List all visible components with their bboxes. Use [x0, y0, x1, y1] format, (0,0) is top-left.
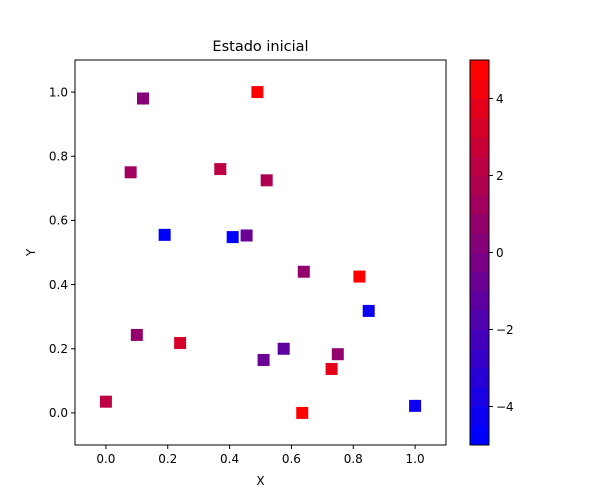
y-tick-label: 0.6 — [49, 214, 68, 228]
data-point — [260, 174, 273, 187]
colorbar-band — [470, 406, 489, 427]
data-point — [124, 166, 137, 179]
data-point — [99, 395, 112, 408]
data-point — [409, 399, 422, 412]
data-point — [296, 406, 309, 419]
colorbar-band — [470, 329, 489, 350]
data-point — [226, 231, 239, 244]
colorbar-band — [470, 425, 489, 446]
y-tick-label: 1.0 — [49, 85, 68, 99]
colorbar-band — [470, 310, 489, 330]
colorbar-band — [470, 79, 489, 99]
colorbar-band — [470, 156, 489, 176]
colorbar-band — [470, 291, 489, 311]
x-tick-label: 0.8 — [344, 452, 363, 466]
colorbar-band — [470, 252, 489, 273]
plot-area: 0.0 0.2 0.4 0.6 0.8 1.0 0.0 0.2 0.4 0.6 0.8 1.0 — [49, 59, 447, 466]
data-point — [251, 86, 264, 99]
colorbar-band — [470, 117, 489, 138]
data-point — [325, 362, 338, 375]
colorbar-band — [470, 387, 489, 407]
colorbar-bands — [470, 60, 489, 446]
colorbar-tick-label: 0 — [496, 246, 504, 260]
y-tick-label: 0.0 — [49, 406, 68, 420]
data-point — [331, 348, 344, 361]
y-axis-ticks: 0.0 0.2 0.4 0.6 0.8 1.0 — [49, 85, 75, 420]
y-axis-label: Y — [24, 248, 38, 257]
colorbar-tick-label: 2 — [496, 169, 504, 183]
y-tick-label: 0.2 — [49, 342, 68, 356]
x-axis-ticks: 0.0 0.2 0.4 0.6 0.8 1.0 — [96, 445, 425, 466]
colorbar-band — [470, 348, 489, 369]
data-point — [158, 228, 171, 241]
colorbar-tick-label: 4 — [496, 92, 504, 106]
data-point — [214, 163, 227, 176]
plot-frame — [74, 59, 447, 446]
x-tick-label: 0.4 — [220, 452, 239, 466]
colorbar-tick-label: −4 — [496, 400, 514, 414]
data-point — [174, 336, 187, 349]
colorbar-band — [470, 60, 489, 80]
x-tick-label: 0.6 — [282, 452, 301, 466]
chart-title: Estado inicial — [212, 39, 308, 55]
data-point — [277, 342, 290, 355]
x-tick-label: 0.2 — [158, 452, 177, 466]
data-points — [99, 86, 422, 419]
x-tick-label: 1.0 — [406, 452, 425, 466]
colorbar-band — [470, 137, 489, 157]
colorbar-band — [470, 98, 489, 119]
y-tick-label: 0.8 — [49, 150, 68, 164]
colorbar-band — [470, 194, 489, 215]
data-point — [130, 328, 143, 341]
colorbar-ticks: −4 −2 0 2 4 — [489, 92, 514, 414]
colorbar-band — [470, 271, 489, 292]
data-point — [257, 353, 270, 366]
x-axis-label: X — [256, 474, 264, 488]
x-tick-label: 0.0 — [96, 452, 115, 466]
data-point — [362, 304, 375, 317]
colorbar-tick-label: −2 — [496, 323, 514, 337]
y-tick-label: 0.4 — [49, 278, 68, 292]
data-point — [240, 229, 253, 242]
data-point — [137, 92, 150, 105]
colorbar-band — [470, 233, 489, 253]
data-point — [297, 265, 310, 278]
colorbar: −4 −2 0 2 4 — [469, 59, 514, 446]
colorbar-band — [470, 175, 489, 196]
colorbar-band — [470, 214, 489, 234]
colorbar-band — [470, 368, 489, 388]
data-point — [353, 270, 366, 283]
